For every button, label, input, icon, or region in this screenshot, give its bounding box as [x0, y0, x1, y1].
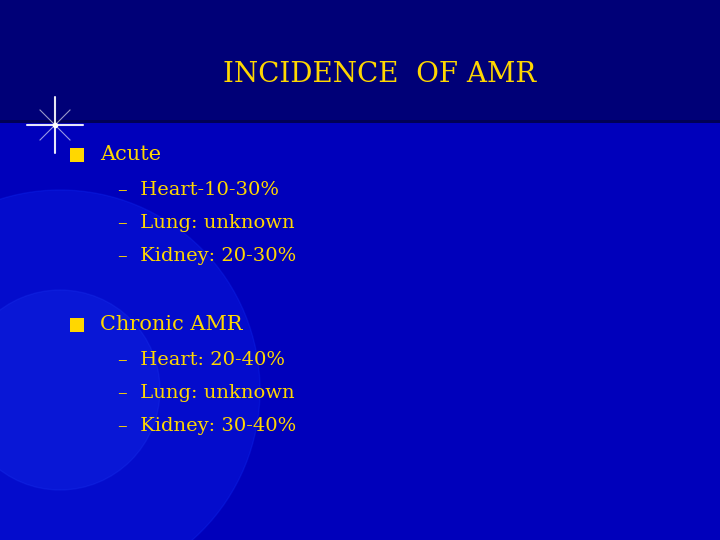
Bar: [0, 0, 720, 120]
Bar: [0, 120, 720, 123]
Bar: [70, 318, 84, 332]
Text: –  Kidney: 30-40%: – Kidney: 30-40%: [118, 417, 296, 435]
Text: –  Lung: unknown: – Lung: unknown: [118, 384, 294, 402]
Text: Chronic AMR: Chronic AMR: [100, 315, 243, 334]
Circle shape: [0, 190, 260, 540]
Text: Acute: Acute: [100, 145, 161, 165]
Text: –  Heart-10-30%: – Heart-10-30%: [118, 181, 279, 199]
Bar: [70, 148, 84, 162]
Text: INCIDENCE  OF AMR: INCIDENCE OF AMR: [223, 62, 536, 89]
Text: –  Lung: unknown: – Lung: unknown: [118, 214, 294, 232]
Text: –  Kidney: 20-30%: – Kidney: 20-30%: [118, 247, 296, 265]
Circle shape: [0, 290, 160, 490]
Text: –  Heart: 20-40%: – Heart: 20-40%: [118, 351, 285, 369]
